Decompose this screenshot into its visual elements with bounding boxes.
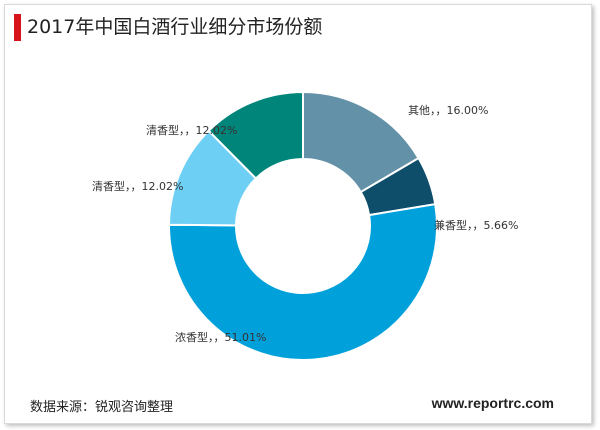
title-accent-bar (14, 14, 21, 41)
slice-label-0: 其他，，16.00% (408, 104, 488, 117)
pie-slice-4 (207, 90, 304, 180)
slice-label-4: 清香型，，12.02% (146, 123, 237, 137)
chart-title: 2017年中国白酒行业细分市场份额 (27, 16, 323, 38)
slice-label-1: 兼香型，，5.66% (434, 218, 518, 232)
slice-label-2: 浓香型，，51.01% (175, 330, 266, 344)
pie-slice-2 (168, 203, 438, 361)
site-url: www.reportrc.com (431, 395, 554, 411)
data-source: 数据来源：锐观咨询整理 (30, 400, 174, 415)
slice-label-3: 清香型，，12.02% (92, 179, 183, 193)
